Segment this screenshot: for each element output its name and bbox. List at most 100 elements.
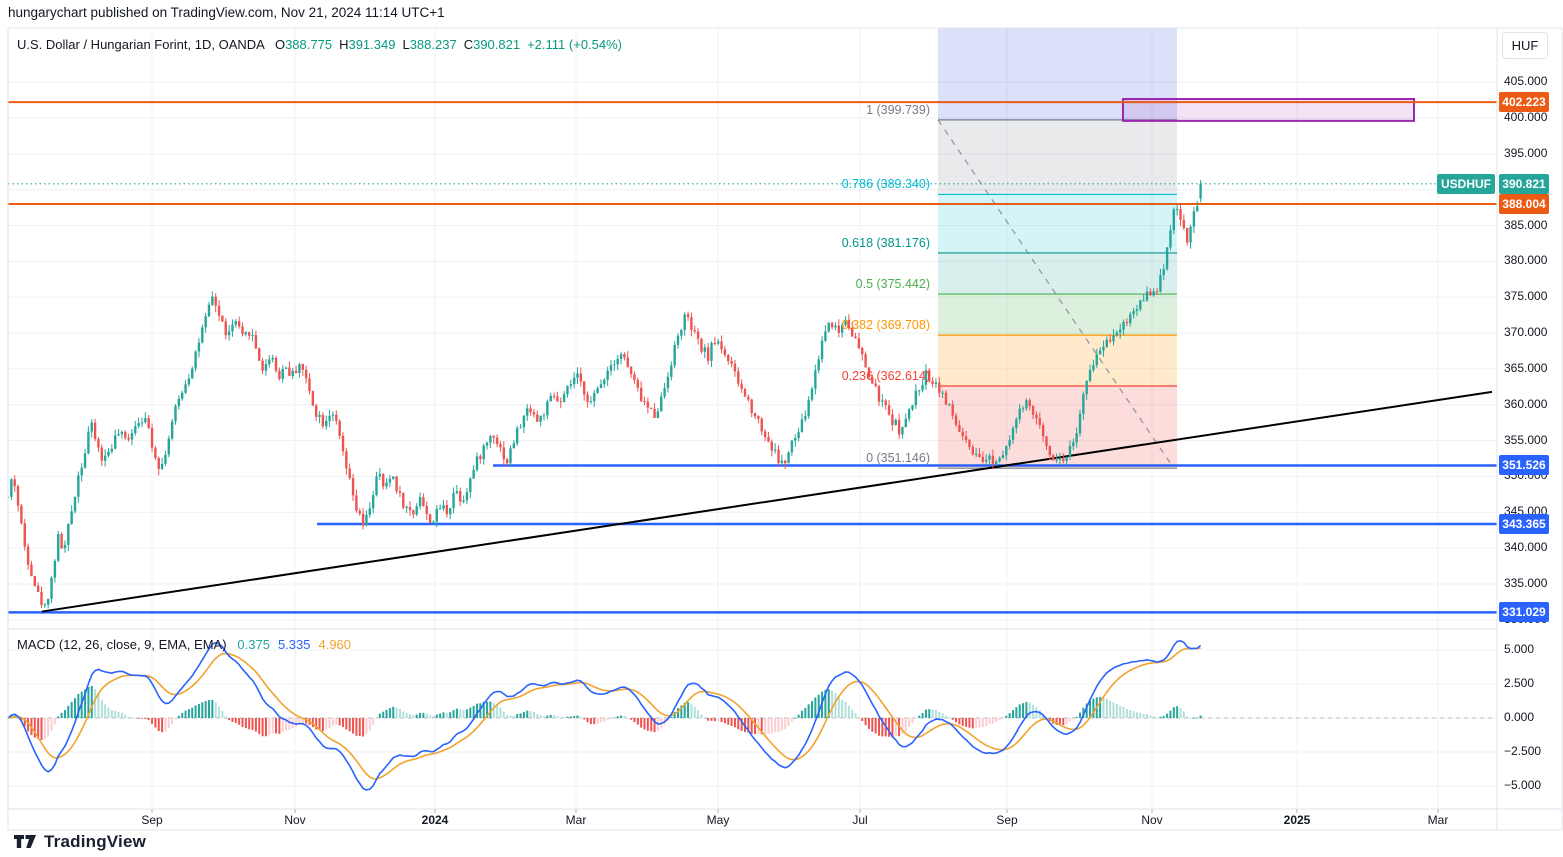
macd-histogram-bar: [465, 709, 468, 718]
candle-body: [489, 435, 492, 443]
tradingview-attribution[interactable]: TradingView: [14, 832, 146, 852]
macd-histogram-bar: [298, 718, 301, 725]
candle-body: [646, 401, 650, 408]
candle-body: [790, 440, 794, 453]
candle-body: [248, 332, 251, 336]
macd-histogram-bar: [362, 718, 365, 737]
candle-body: [505, 459, 509, 464]
candle-body: [114, 435, 117, 449]
candle-body: [8, 496, 10, 498]
macd-histogram-bar: [137, 718, 140, 719]
macd-histogram-bar: [569, 716, 572, 718]
macd-histogram-bar: [462, 709, 465, 718]
candle-body: [1015, 419, 1018, 429]
candle-body: [730, 361, 733, 364]
macd-histogram-bar: [305, 718, 308, 724]
macd-histogram-bar: [114, 710, 117, 718]
candle-body: [385, 482, 388, 487]
candle-body: [552, 395, 556, 397]
candle-body: [663, 388, 666, 397]
candle-body: [780, 460, 784, 463]
macd-histogram-bar: [331, 718, 334, 727]
fib-retracement-zone[interactable]: [937, 28, 1177, 469]
macd-histogram-bar: [496, 704, 499, 718]
macd-histogram-bar: [1025, 701, 1028, 718]
macd-histogram-bar: [70, 701, 73, 718]
candlestick-series[interactable]: [7, 180, 1202, 609]
macd-histogram-bar: [790, 718, 793, 722]
candle-body: [706, 347, 710, 361]
candle-body: [794, 438, 797, 441]
macd-histogram-bar: [998, 718, 1001, 721]
macd-histogram-bar: [234, 718, 237, 724]
macd-panel[interactable]: [7, 639, 1202, 791]
macd-value: 0.375: [237, 637, 270, 652]
candle-body: [36, 585, 40, 592]
macd-histogram-bar: [84, 689, 87, 718]
candle-body: [415, 506, 418, 515]
macd-histogram-bar: [837, 696, 840, 718]
candle-body: [93, 422, 97, 440]
macd-histogram-bar: [509, 715, 512, 718]
candle-body: [144, 418, 147, 423]
macd-histogram-bar: [824, 689, 827, 718]
macd-histogram-bar: [134, 717, 137, 719]
macd-histogram-bar: [67, 705, 70, 718]
macd-histogram-bar: [1109, 700, 1112, 718]
macd-histogram-bar: [938, 711, 941, 718]
macd-histogram-bar: [1085, 703, 1088, 718]
candle-body: [181, 392, 184, 399]
candle-body: [435, 508, 438, 522]
currency-toggle-button[interactable]: HUF: [1502, 32, 1548, 59]
candle-body: [660, 396, 663, 412]
ascending-trend-line[interactable]: [41, 390, 1493, 613]
macd-histogram-bar: [874, 718, 877, 734]
candle-body: [402, 492, 405, 508]
macd-histogram-bar: [181, 712, 184, 718]
fib-level-label: 0 (351.146): [866, 451, 930, 466]
macd-histogram-bar: [325, 718, 328, 731]
candle-body: [727, 354, 730, 362]
candle-body: [452, 493, 455, 509]
candle-body: [676, 335, 680, 345]
candle-body: [301, 364, 304, 370]
macd-histogram-bar: [167, 718, 170, 729]
macd-histogram-bar: [693, 706, 696, 718]
candle-body: [264, 364, 268, 371]
candle-body: [609, 365, 613, 371]
macd-histogram-bar: [740, 718, 743, 731]
symbol-title[interactable]: U.S. Dollar / Hungarian Forint, 1D, OAND…: [17, 37, 265, 52]
fib-band: [938, 119, 1177, 195]
macd-histogram-bar: [1089, 700, 1092, 718]
highlight-box[interactable]: [1122, 98, 1415, 122]
macd-histogram-bar: [486, 701, 489, 718]
candle-body: [840, 325, 844, 333]
macd-histogram-bar: [97, 693, 100, 718]
macd-histogram-bar: [335, 718, 338, 725]
candle-body: [134, 426, 137, 434]
macd-histogram-bar: [1075, 716, 1078, 718]
macd-histogram-bar: [871, 718, 874, 732]
macd-title[interactable]: MACD: [17, 637, 56, 652]
macd-histogram-bar: [1166, 713, 1169, 718]
macd-histogram-bar: [1112, 702, 1115, 718]
macd-histogram-bar: [596, 718, 599, 724]
candle-body: [284, 367, 288, 369]
macd-histogram-bar: [499, 707, 502, 718]
candle-body: [60, 534, 63, 549]
candle-body: [174, 406, 177, 422]
macd-histogram-bar: [931, 709, 934, 718]
macd-histogram-bar: [50, 718, 53, 732]
macd-histogram-bar: [599, 718, 602, 723]
candle-body: [713, 342, 717, 344]
macd-histogram-bar: [784, 718, 787, 730]
candle-body: [720, 341, 723, 350]
macd-histogram-bar: [549, 714, 552, 718]
price-axis-tag: 331.029: [1499, 602, 1549, 623]
macd-histogram-bar: [767, 718, 770, 734]
candle-body: [1175, 209, 1179, 211]
candle-body: [388, 478, 392, 483]
candle-body: [462, 500, 465, 502]
macd-histogram-bar: [435, 714, 438, 718]
